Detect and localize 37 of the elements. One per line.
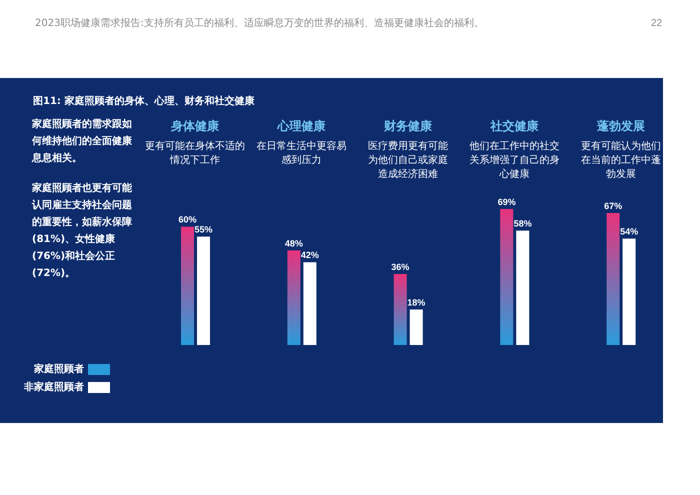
data-label: 54% xyxy=(620,226,638,237)
text: 家庭照顾者的需求跟如何维持他们的全面健康息息相关。 xyxy=(32,117,132,166)
bar xyxy=(500,209,514,345)
bar xyxy=(516,230,530,345)
x-tick-label: 心理健康 xyxy=(276,119,327,133)
data-label: 67% xyxy=(604,200,622,211)
bar xyxy=(606,212,620,345)
data-label: 36% xyxy=(391,262,410,272)
bar xyxy=(303,262,316,345)
bar xyxy=(287,250,300,345)
data-label: 69% xyxy=(498,197,516,207)
legend-label: 家庭照顾者 xyxy=(33,362,84,376)
text: 2023职场健康需求报告:支持所有员工的福利、适应瞬息万变的世界的福利、造福更健康社会的福利。 xyxy=(35,16,484,30)
bar xyxy=(410,310,423,345)
text: 在日常生活中更容易感到压力 xyxy=(256,140,348,168)
data-label: 18% xyxy=(407,298,426,308)
x-tick-label: 社交健康 xyxy=(489,119,540,133)
data-label: 58% xyxy=(514,218,532,229)
text: 家庭照顾者也更有可能认同雇主支持社会问题的重要性，如薪水保障(81%)、女性健康(76%)和社会公正(72%)。 xyxy=(32,181,132,281)
data-label: 55% xyxy=(194,224,213,235)
x-tick-label: 蓬勃发展 xyxy=(596,119,645,133)
legend-label: 非家庭照顾者 xyxy=(23,380,84,394)
data-label: 48% xyxy=(284,238,303,248)
bar xyxy=(197,236,210,345)
data-label: 60% xyxy=(178,214,197,225)
text: 他们在工作中的社交关系增强了自己的身心健康 xyxy=(468,140,560,182)
text: 更有可能认为他们在当前的工作中蓬勃发展 xyxy=(580,140,662,182)
text: 22 xyxy=(651,18,662,29)
text: 医疗费用更有可能为他们自己或家庭造成经济困难 xyxy=(367,140,449,182)
chart-title: 图11: 家庭照顾者的身体、心理、财务和社交健康 xyxy=(33,94,254,108)
bar xyxy=(181,226,194,345)
data-label: 42% xyxy=(300,250,319,260)
bar xyxy=(622,238,636,345)
text: 更有可能在身体不适的情况下工作 xyxy=(144,140,246,168)
bar xyxy=(394,274,407,345)
x-tick-label: 身体健康 xyxy=(170,119,220,133)
x-tick-label: 财务健康 xyxy=(383,119,433,133)
